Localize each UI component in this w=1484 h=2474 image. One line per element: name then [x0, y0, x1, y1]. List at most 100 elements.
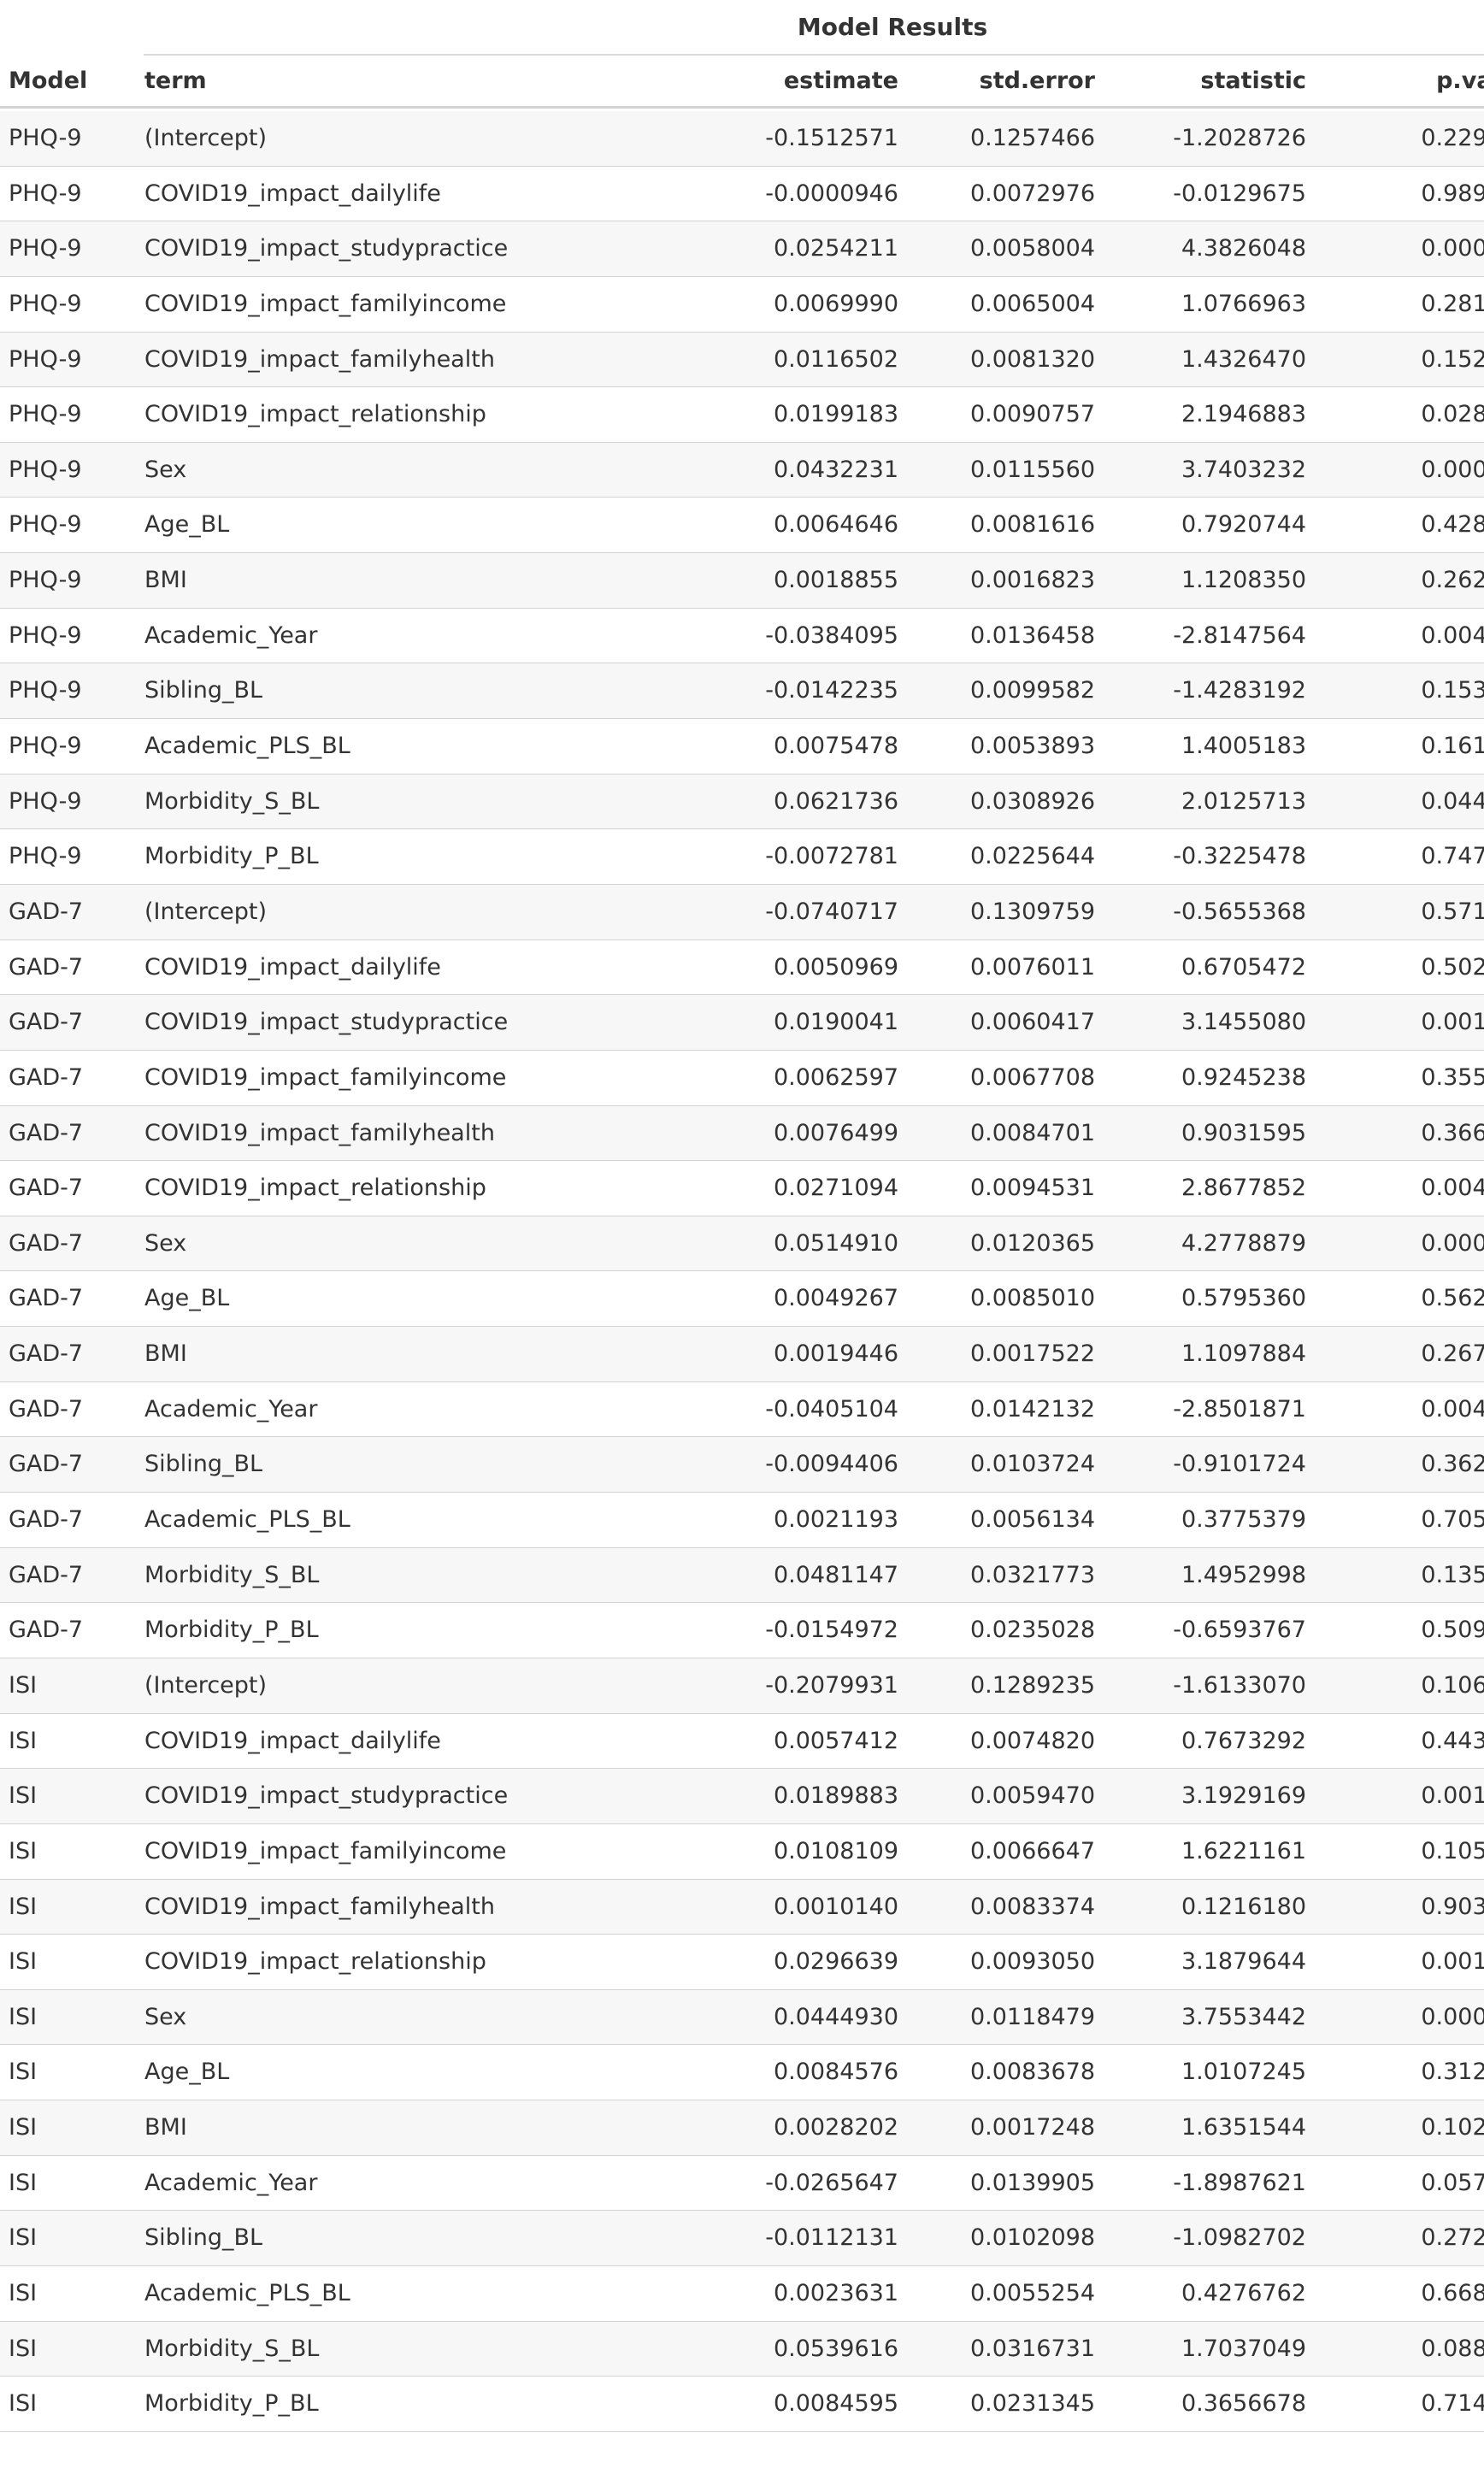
cell-p-value: 0.44304 [1421, 1727, 1484, 1754]
cell-model: GAD-7 [9, 1063, 84, 1091]
cell-statistic: -1.2028726 [1173, 125, 1306, 151]
cell-p-value: 0.27231 [1421, 2224, 1484, 2252]
cell-term: Sex [144, 456, 187, 483]
cell-p-value: 0.22927 [1421, 125, 1484, 151]
cell-std-error: 0.0099582 [969, 677, 1095, 704]
column-header-statistic: statistic [1200, 68, 1306, 94]
cell-p-value: 0.16162 [1421, 733, 1484, 760]
table-row: GAD-7 COVID19_impact_relationship 0.027109… [0, 1161, 1484, 1216]
table-row: ISI Sibling_BL -0.0112131 0.0102098 -1.09827… [0, 2211, 1484, 2266]
cell-statistic: 0.6705472 [1181, 953, 1306, 981]
cell-term: Morbidity_S_BL [144, 2335, 320, 2362]
cell-std-error: 0.0235028 [969, 1617, 1095, 1644]
cell-std-error: 0.0225644 [969, 843, 1095, 870]
table-row: PHQ-9 Sex 0.0432231 0.0115560 3.7403232 0.000… [0, 442, 1484, 498]
table-row: PHQ-9 COVID19_impact_familyhealth 0.011650… [0, 332, 1484, 388]
cell-statistic: -1.0982702 [1173, 2224, 1306, 2252]
cell-p-value: 0.98965 [1421, 180, 1484, 207]
cell-model: ISI [9, 1837, 38, 1864]
cell-std-error: 0.0017248 [969, 2114, 1095, 2141]
cell-model: PHQ-9 [9, 345, 82, 373]
cell-model: GAD-7 [9, 1561, 84, 1588]
cell-estimate: 0.0084576 [773, 2059, 898, 2086]
table-row: ISI Sex 0.0444930 0.0118479 3.7553442 0.00018 [0, 1989, 1484, 2046]
cell-model: PHQ-9 [9, 456, 82, 483]
cell-estimate: -0.0405104 [765, 1395, 898, 1423]
cell-term: COVID19_impact_familyhealth [144, 1119, 495, 1146]
table-row: PHQ-9 COVID19_impact_relationship 0.019918… [0, 387, 1484, 443]
cell-std-error: 0.0056134 [969, 1506, 1095, 1534]
cell-estimate: -0.0740717 [765, 898, 898, 925]
cell-statistic: 0.7920744 [1181, 511, 1306, 539]
cell-statistic: 1.4005183 [1181, 733, 1306, 760]
cell-model: GAD-7 [9, 1395, 84, 1423]
cell-p-value: 0.05784 [1421, 2169, 1484, 2196]
cell-std-error: 0.0085010 [969, 1285, 1095, 1312]
table-row: ISI COVID19_impact_dailylife 0.0057412 0.00… [0, 1714, 1484, 1770]
cell-estimate: 0.0057412 [773, 1727, 898, 1754]
cell-estimate: 0.0539616 [773, 2335, 898, 2362]
cell-model: GAD-7 [9, 1617, 84, 1644]
cell-estimate: 0.0084595 [773, 2390, 898, 2418]
cell-term: Sex [144, 1229, 187, 1257]
cell-term: (Intercept) [144, 1671, 268, 1699]
cell-term: COVID19_impact_dailylife [144, 1727, 441, 1754]
cell-term: BMI [144, 1340, 187, 1368]
cell-estimate: 0.0621736 [773, 787, 898, 815]
cell-model: ISI [9, 2114, 38, 2141]
table-row: ISI Academic_Year -0.0265647 0.0139905 -1.89… [0, 2156, 1484, 2212]
cell-estimate: 0.0028202 [773, 2114, 898, 2141]
cell-estimate: -0.1512571 [765, 125, 898, 151]
cell-model: ISI [9, 2059, 38, 2086]
table-row: GAD-7 Academic_PLS_BL 0.0021193 0.0056134 0.… [0, 1493, 1484, 1548]
cell-model: PHQ-9 [9, 235, 82, 262]
cell-model: GAD-7 [9, 1340, 84, 1368]
cell-statistic: -2.8501871 [1173, 1395, 1306, 1423]
table-row: GAD-7 BMI 0.0019446 0.0017522 1.1097884 0.267… [0, 1327, 1484, 1382]
cell-term: Academic_Year [144, 1395, 318, 1423]
cell-std-error: 0.0083678 [969, 2059, 1095, 2086]
column-header-estimate: estimate [783, 68, 898, 94]
table-row: PHQ-9 Morbidity_P_BL -0.0072781 0.0225644 -0… [0, 829, 1484, 885]
cell-std-error: 0.0316731 [969, 2335, 1095, 2362]
cell-model: PHQ-9 [9, 180, 82, 207]
table-row: GAD-7 COVID19_impact_studypractice 0.01900… [0, 995, 1484, 1051]
cell-model: PHQ-9 [9, 843, 82, 870]
cell-term: COVID19_impact_familyincome [144, 290, 507, 317]
cell-statistic: -0.5655368 [1173, 898, 1306, 925]
cell-p-value: 0.10504 [1421, 1837, 1484, 1864]
cell-term: Age_BL [144, 2059, 230, 2086]
cell-statistic: 3.7553442 [1181, 2003, 1306, 2030]
cell-model: PHQ-9 [9, 621, 82, 649]
cell-p-value: 0.26731 [1421, 1340, 1484, 1368]
table-row: PHQ-9 Academic_Year -0.0384095 0.0136458 -2.… [0, 609, 1484, 664]
cell-statistic: 1.1097884 [1181, 1340, 1306, 1368]
cell-term: (Intercept) [144, 898, 268, 925]
cell-term: Morbidity_P_BL [144, 1617, 319, 1644]
cell-p-value: 0.13510 [1421, 1561, 1484, 1588]
cell-model: PHQ-9 [9, 677, 82, 704]
cell-p-value: 0.00001 [1421, 235, 1484, 262]
cell-statistic: 0.9031595 [1181, 1119, 1306, 1146]
cell-std-error: 0.0308926 [969, 787, 1095, 815]
cell-model: ISI [9, 1727, 38, 1754]
cell-statistic: 2.0125713 [1181, 787, 1306, 815]
cell-p-value: 0.35540 [1421, 1063, 1484, 1091]
cell-p-value: 0.15346 [1421, 677, 1484, 704]
cell-model: GAD-7 [9, 1009, 84, 1036]
cell-term: COVID19_impact_studypractice [144, 1009, 509, 1036]
cell-statistic: 3.7403232 [1181, 456, 1306, 483]
cell-model: PHQ-9 [9, 290, 82, 317]
cell-model: PHQ-9 [9, 511, 82, 539]
cell-statistic: 0.1216180 [1181, 1893, 1306, 1920]
cell-statistic: -0.9101724 [1173, 1451, 1306, 1478]
cell-p-value: 0.00420 [1421, 1175, 1484, 1202]
cell-statistic: 1.7037049 [1181, 2335, 1306, 2362]
cell-p-value: 0.71467 [1421, 2390, 1484, 2418]
cell-std-error: 0.0083374 [969, 1893, 1095, 1920]
cell-statistic: -0.6593767 [1173, 1617, 1306, 1644]
table-row: ISI (Intercept) -0.2079931 0.1289235 -1.6133… [0, 1658, 1484, 1714]
cell-statistic: -2.8147564 [1173, 621, 1306, 649]
cell-p-value: 0.00147 [1421, 1948, 1484, 1976]
